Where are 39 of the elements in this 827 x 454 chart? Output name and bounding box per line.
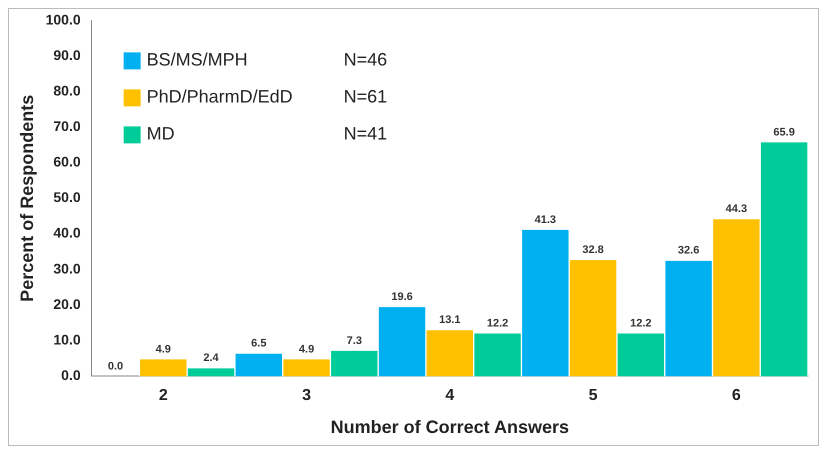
y-axis-title: Percent of Respondents: [16, 94, 37, 302]
data-label: 32.8: [582, 244, 604, 256]
legend-label: BS/MS/MPH: [146, 49, 248, 70]
data-label: 6.5: [251, 338, 266, 350]
x-tick-label: 4: [445, 387, 454, 404]
data-label: 13.1: [439, 314, 461, 326]
data-label: 7.3: [346, 334, 362, 347]
y-tick-label: 90.0: [53, 46, 81, 63]
x-tick-label: 5: [588, 387, 598, 404]
x-axis-title: Number of Correct Answers: [330, 417, 570, 438]
y-tick-label: 0.0: [61, 367, 81, 384]
data-label: 65.9: [773, 126, 795, 138]
data-label: 19.6: [391, 290, 413, 303]
y-tick-label: 60.0: [53, 154, 81, 170]
data-label: 12.2: [486, 317, 508, 330]
y-tick-label: 10.0: [53, 331, 81, 348]
x-tick-label: 6: [732, 387, 741, 404]
y-tick-label: 100.0: [46, 11, 81, 28]
annotation: N=46: [344, 49, 388, 70]
data-label: 12.2: [630, 317, 652, 330]
y-tick-label: 50.0: [53, 189, 81, 206]
x-tick-label: 3: [302, 387, 312, 404]
y-tick-label: 30.0: [53, 260, 81, 276]
data-label: 0.0: [108, 360, 124, 373]
data-label: 44.3: [726, 203, 748, 216]
y-tick-label: 40.0: [53, 224, 81, 241]
data-label: 32.6: [678, 244, 700, 257]
data-label: 2.4: [203, 352, 220, 364]
y-tick-label: 80.0: [53, 82, 81, 98]
x-tick-label: 2: [158, 387, 168, 404]
y-tick-label: 70.0: [53, 118, 81, 134]
y-tick-label: 20.0: [53, 296, 81, 312]
legend-label: PhD/PharmD/EdD: [146, 86, 293, 106]
annotation: N=41: [344, 123, 388, 144]
data-label: 41.3: [534, 214, 556, 226]
annotation: N=61: [344, 86, 388, 106]
data-label: 4.9: [156, 343, 171, 356]
data-label: 4.9: [298, 343, 314, 356]
legend-label: MD: [146, 123, 175, 144]
